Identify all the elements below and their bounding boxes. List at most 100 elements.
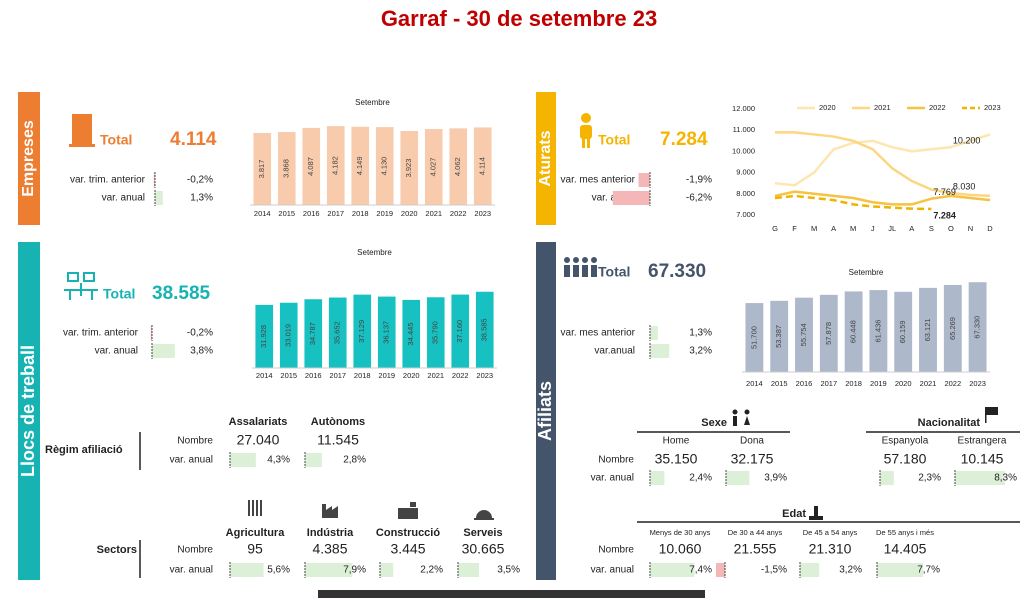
- count-value: 10.060: [659, 541, 702, 557]
- count-value: 3.445: [390, 541, 425, 557]
- column-header: Construcció: [376, 527, 440, 539]
- legend-label: 2020: [819, 103, 836, 112]
- bar-value-label: 3.923: [404, 159, 413, 178]
- bar: [745, 303, 764, 372]
- var-label: 3,2%: [689, 346, 712, 357]
- row-label: Nombre: [598, 455, 634, 466]
- legend-label: 2023: [984, 103, 1001, 112]
- x-tick-label: 2022: [450, 209, 467, 218]
- x-tick-label: 2014: [254, 209, 271, 218]
- row-label: var. anual: [170, 455, 213, 466]
- var-label: 3,8%: [190, 346, 213, 357]
- var-bar: [155, 191, 163, 205]
- series-line: [774, 194, 932, 211]
- bar-value-label: 4.087: [306, 157, 315, 176]
- row-label: var. anual: [95, 346, 138, 357]
- bar: [426, 297, 445, 368]
- var-bar: [955, 471, 1005, 485]
- row-label: var. anual: [591, 473, 634, 484]
- bar-value-label: 51.700: [749, 326, 758, 349]
- x-tick-label: D: [987, 224, 993, 233]
- bar: [279, 302, 298, 368]
- building-icon: [69, 114, 95, 147]
- column-header: Estrangera: [958, 436, 1007, 447]
- row-label: var. mes anterior: [561, 175, 636, 186]
- var-bar: [150, 326, 152, 340]
- x-tick-label: 2021: [427, 371, 444, 380]
- x-tick-label: 2022: [452, 371, 469, 380]
- side-label: Empreses: [20, 120, 37, 197]
- x-tick-label: 2015: [771, 379, 788, 388]
- services-icon: [474, 510, 494, 520]
- x-tick-label: 2023: [476, 371, 493, 380]
- x-tick-label: 2023: [969, 379, 986, 388]
- bar: [894, 291, 913, 372]
- row-label: var. mes anterior: [561, 328, 636, 339]
- bar-value-label: 55.754: [799, 323, 808, 346]
- people-icon: [564, 257, 597, 277]
- bar: [277, 132, 296, 205]
- var-label: 7,9%: [343, 565, 366, 576]
- count-value: 11.545: [317, 432, 359, 448]
- bar-value-label: 4.130: [380, 157, 389, 176]
- bar: [968, 282, 987, 372]
- y-tick-label: 9.000: [736, 168, 755, 177]
- y-tick-label: 7.000: [736, 210, 755, 219]
- workplace-icon: [64, 272, 98, 300]
- var-bar: [612, 191, 650, 205]
- point-label: 7.769: [933, 187, 956, 197]
- chart-title: Setembre: [849, 268, 884, 277]
- var-bar: [305, 453, 322, 467]
- column-header: De 30 a 44 anys: [728, 528, 783, 537]
- side-label: Llocs de treball: [18, 345, 38, 477]
- bar: [375, 127, 394, 205]
- total-label: Total: [100, 132, 132, 148]
- row-label: Nombre: [598, 545, 634, 556]
- bar: [377, 296, 396, 368]
- series-line: [774, 133, 991, 187]
- column-header: Assalariats: [229, 416, 288, 428]
- count-value: 10.145: [961, 451, 1004, 467]
- count-value: 4.385: [312, 541, 347, 557]
- var-label: 2,3%: [918, 473, 941, 484]
- var-label: 1,3%: [190, 193, 213, 204]
- x-tick-label: JL: [888, 224, 896, 233]
- bar-value-label: 33.019: [284, 324, 293, 347]
- bar-value-label: 53.387: [774, 325, 783, 348]
- bar-value-label: 4.149: [355, 156, 364, 175]
- side-label: Afiliats: [535, 381, 555, 441]
- var-bar: [800, 563, 820, 577]
- var-label: 2,2%: [420, 565, 443, 576]
- side-band: [18, 242, 40, 580]
- x-tick-label: 2016: [303, 209, 320, 218]
- bar: [400, 130, 419, 205]
- bar: [770, 300, 789, 372]
- x-tick-label: F: [792, 224, 797, 233]
- x-tick-label: M: [811, 224, 817, 233]
- x-tick-label: O: [948, 224, 954, 233]
- bar: [353, 294, 372, 368]
- legend-label: 2022: [929, 103, 946, 112]
- column-header: Dona: [740, 436, 764, 447]
- bar: [424, 129, 443, 205]
- bar: [943, 284, 962, 372]
- var-label: 7,7%: [917, 565, 940, 576]
- bar: [475, 291, 494, 368]
- bar: [351, 126, 370, 205]
- x-tick-label: 2022: [944, 379, 961, 388]
- x-tick-label: 2020: [895, 379, 912, 388]
- window-bar: [318, 590, 705, 598]
- industry-icon: [322, 504, 338, 518]
- y-tick-label: 11.000: [733, 125, 755, 134]
- count-value: 95: [247, 541, 263, 557]
- count-value: 27.040: [237, 432, 280, 448]
- bar-value-label: 31.928: [259, 325, 268, 348]
- total-label: Total: [103, 286, 135, 302]
- total-label: Total: [598, 132, 630, 148]
- bar-value-label: 60.448: [849, 320, 858, 343]
- x-tick-label: 2021: [425, 209, 442, 218]
- count-value: 14.405: [884, 541, 927, 557]
- var-label: -1,5%: [761, 565, 787, 576]
- x-tick-label: 2021: [920, 379, 937, 388]
- var-label: 5,6%: [267, 565, 290, 576]
